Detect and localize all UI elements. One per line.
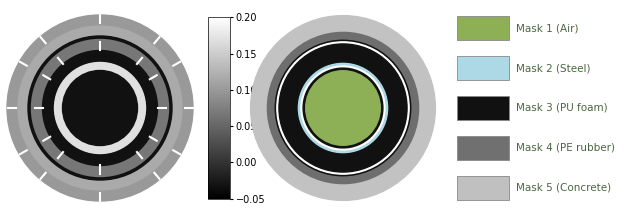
Bar	[457, 56, 509, 80]
Circle shape	[28, 36, 172, 180]
Circle shape	[42, 51, 157, 165]
Circle shape	[63, 70, 138, 146]
Circle shape	[275, 40, 411, 176]
Text: Mask 5 (Concrete): Mask 5 (Concrete)	[516, 183, 611, 193]
Circle shape	[54, 62, 145, 154]
Circle shape	[7, 15, 193, 201]
Bar	[457, 136, 509, 160]
Text: Mask 3 (PU foam): Mask 3 (PU foam)	[516, 103, 607, 113]
Circle shape	[18, 26, 182, 190]
Circle shape	[251, 16, 435, 200]
Bar	[457, 16, 509, 40]
Circle shape	[279, 44, 407, 172]
Bar	[457, 176, 509, 200]
Circle shape	[298, 63, 388, 153]
Circle shape	[268, 32, 419, 184]
Circle shape	[277, 42, 409, 174]
Circle shape	[303, 68, 383, 148]
Circle shape	[31, 40, 168, 176]
Text: Mask 2 (Steel): Mask 2 (Steel)	[516, 63, 591, 73]
Circle shape	[306, 71, 380, 145]
Circle shape	[301, 66, 385, 150]
Bar	[457, 96, 509, 120]
Text: Mask 4 (PE rubber): Mask 4 (PE rubber)	[516, 143, 615, 153]
Text: Mask 1 (Air): Mask 1 (Air)	[516, 23, 579, 33]
